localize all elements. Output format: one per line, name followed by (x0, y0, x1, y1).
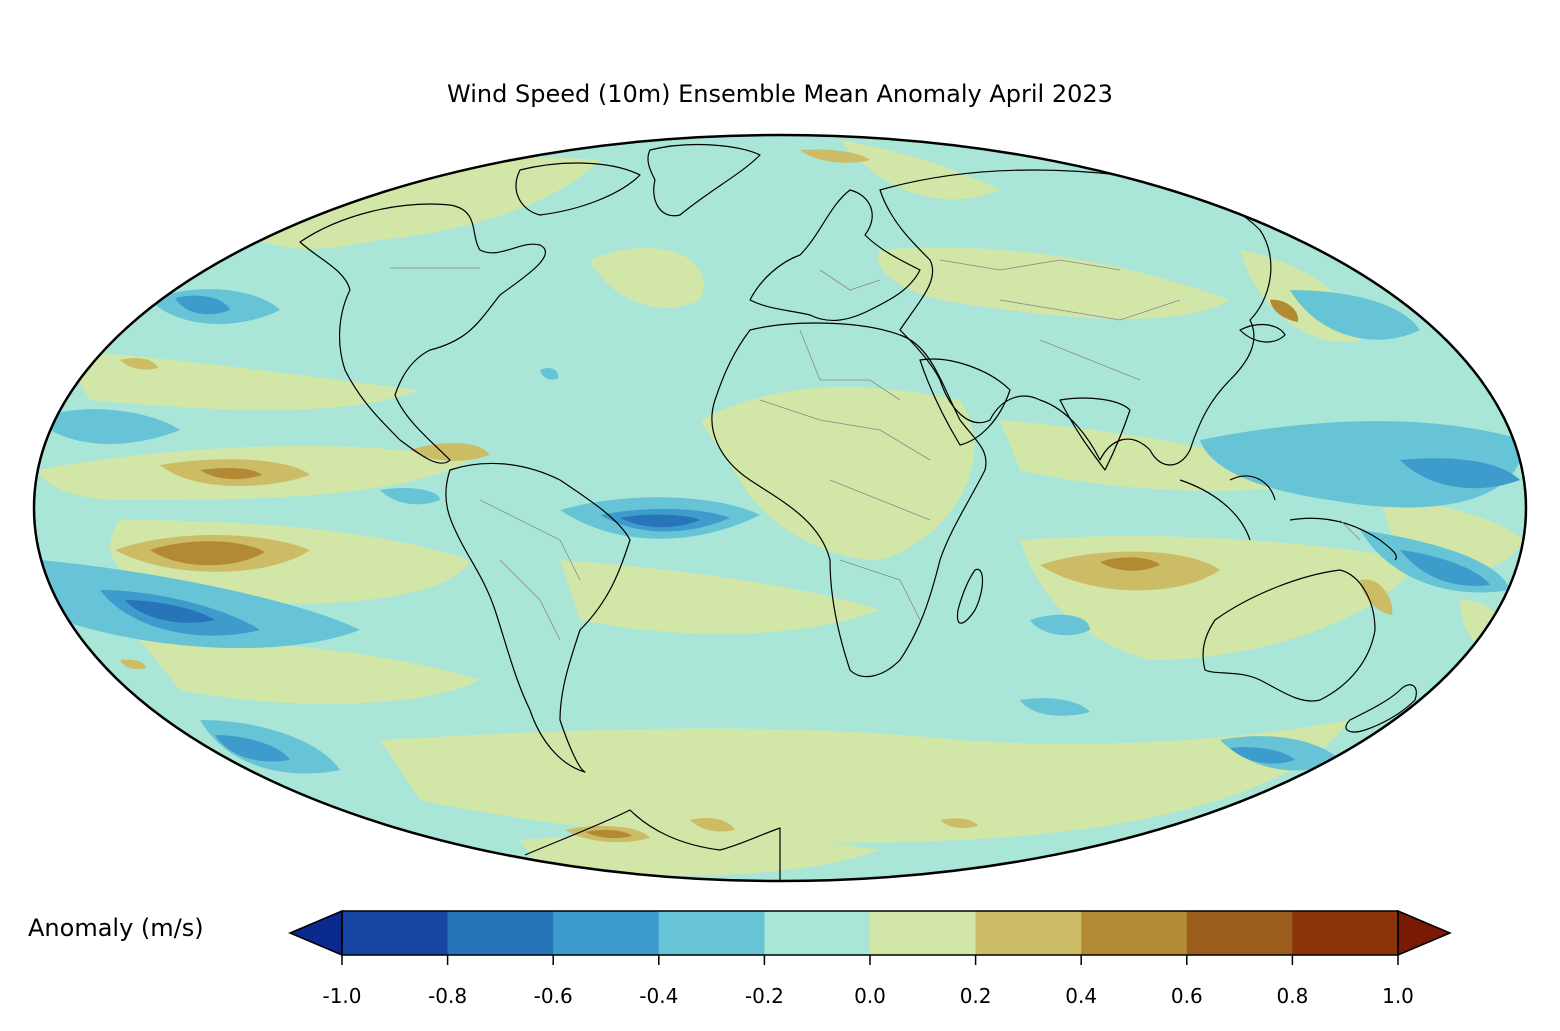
colorbar-tick-label: 0.0 (854, 984, 886, 1008)
africa-coastline (711, 322, 987, 678)
colorbar-tick-label: -0.6 (533, 984, 573, 1008)
colorbar-segment (975, 911, 1082, 955)
colorbar-tick-label: -0.2 (744, 984, 784, 1008)
new-zealand-coastline (1345, 684, 1417, 733)
colorbar-segment (870, 911, 977, 955)
colorbar-segment (1186, 911, 1293, 955)
colorbar-tick-label: 0.6 (1170, 984, 1203, 1008)
colorbar-under-arrow (288, 909, 343, 957)
colorbar-tick-label: -0.8 (428, 984, 468, 1008)
north-america-coastline (299, 203, 547, 464)
negative-anomaly-regions (36, 289, 1524, 774)
india-coastline (1059, 397, 1131, 471)
colorbar-tick-label: 0.2 (959, 984, 992, 1008)
colorbar-tick-label: 0.4 (1065, 984, 1098, 1008)
map-field (34, 135, 1526, 881)
globe-outline (32, 133, 1528, 883)
colorbar-label: Anomaly (m/s) (28, 914, 204, 942)
colorbar-segment (764, 911, 871, 955)
colorbar-segment (342, 911, 449, 955)
antarctica-coastline (524, 809, 781, 880)
colorbar-segment (447, 911, 554, 955)
arabia-coastline (919, 358, 1011, 446)
colorbar-segment (1081, 911, 1188, 955)
colorbar-tick-label: -1.0 (322, 984, 362, 1008)
europe-coastline (749, 189, 921, 321)
page-title: Wind Speed (10m) Ensemble Mean Anomaly A… (447, 80, 1113, 108)
australia-coastline (1202, 569, 1376, 702)
colorbar-tick-label: 1.0 (1382, 984, 1414, 1008)
japan-coastline (1239, 323, 1286, 343)
greenland-coastline (647, 143, 761, 217)
colorbar-segment (1292, 911, 1399, 955)
colorbar-segment (553, 911, 660, 955)
arctic-islands-coastline (515, 162, 641, 216)
south-america-coastline (445, 462, 631, 773)
colorbar (288, 909, 1452, 965)
colorbar-segment (658, 911, 765, 955)
colorbar-tick-label: 0.8 (1276, 984, 1309, 1008)
indonesia-coastline (1179, 475, 1397, 561)
madagascar-coastline (956, 568, 984, 624)
colorbar-tick-label: -0.4 (639, 984, 679, 1008)
strong-positive-regions (115, 149, 1393, 843)
country-borders (390, 259, 1361, 641)
colorbar-over-arrow (1397, 909, 1452, 957)
